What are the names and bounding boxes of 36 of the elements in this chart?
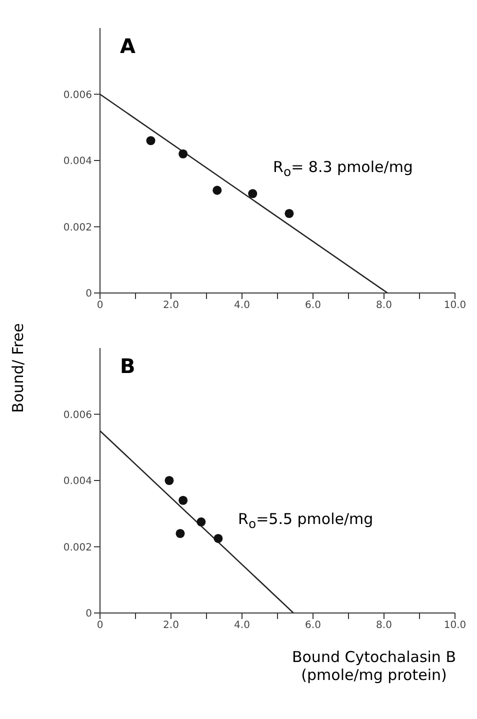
chart-title: A [120,34,136,58]
annotation: R$_{o}$=5.5 pmole/mg [238,510,374,531]
point [164,476,174,486]
x-axis-title: Bound Cytochalasin B (pmole/mg protein) [290,648,458,684]
x-tick-label: 6.0 [305,620,321,632]
y-tick-label: 0.002 [63,222,92,234]
point [214,534,223,543]
x-tick-label: 0 [96,300,104,312]
point [178,496,188,505]
x-tick-label: 2.0 [163,620,179,632]
x-tick-label: 10.0 [444,620,466,632]
y-tick-label: 0 [86,608,92,620]
point [146,136,156,146]
x-tick-label: 0 [96,620,104,632]
point [248,189,258,198]
y-axis-title: Bound/ Free [9,323,27,413]
annotation: R$_{o}$= 8.3 pmole/mg [273,158,413,179]
x-tick-label: 10.0 [444,300,466,312]
point [212,186,222,195]
y-tick-label: 0.006 [63,90,92,101]
y-tick-label: 0 [86,288,92,300]
y-tick-label: 0.006 [63,410,92,421]
y-tick-label: 0.004 [63,476,92,488]
x-tick-label: 4.0 [234,620,250,632]
y-tick-label: 0.004 [63,156,92,168]
point [196,517,206,526]
point [178,149,188,158]
x-tick-label: 2.0 [163,300,179,312]
point [176,528,185,538]
x-tick-label: 8.0 [376,300,392,312]
chart-title: B [120,354,136,378]
x-tick-label: 4.0 [234,300,250,312]
x-tick-label: 8.0 [376,620,392,632]
y-tick-label: 0.002 [63,542,92,554]
x-tick-label: 6.0 [305,300,321,312]
point [284,208,294,218]
